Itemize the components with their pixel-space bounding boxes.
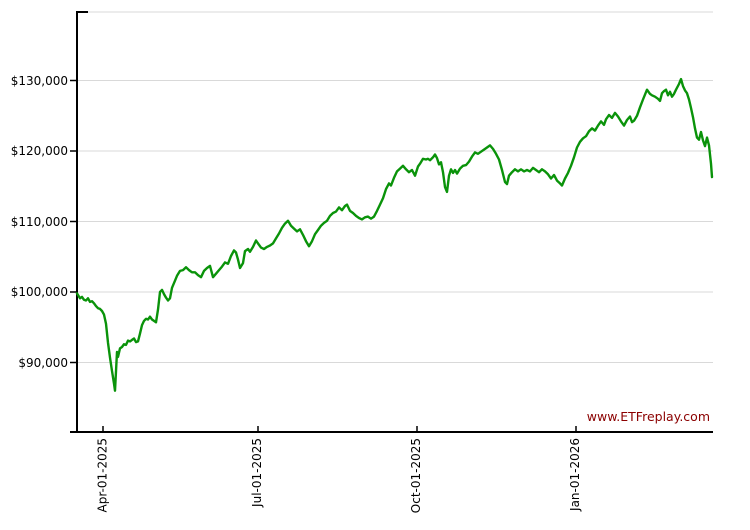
y-axis-label: $110,000 (10, 214, 68, 229)
x-axis-label: Apr-01-2025 (95, 438, 109, 513)
watermark: www.ETFreplay.com (586, 409, 710, 424)
y-axis-label: $90,000 (18, 355, 68, 370)
y-axis-label: $130,000 (10, 73, 68, 88)
series-line (75, 77, 714, 392)
y-axis-label: $100,000 (10, 285, 68, 299)
y-axis-label: $120,000 (10, 144, 68, 158)
x-axis-label: Jul-01-2025 (250, 438, 264, 507)
x-axis-label: Jan-01-2026 (568, 438, 582, 511)
x-axis-label: Oct-01-2025 (409, 438, 423, 514)
